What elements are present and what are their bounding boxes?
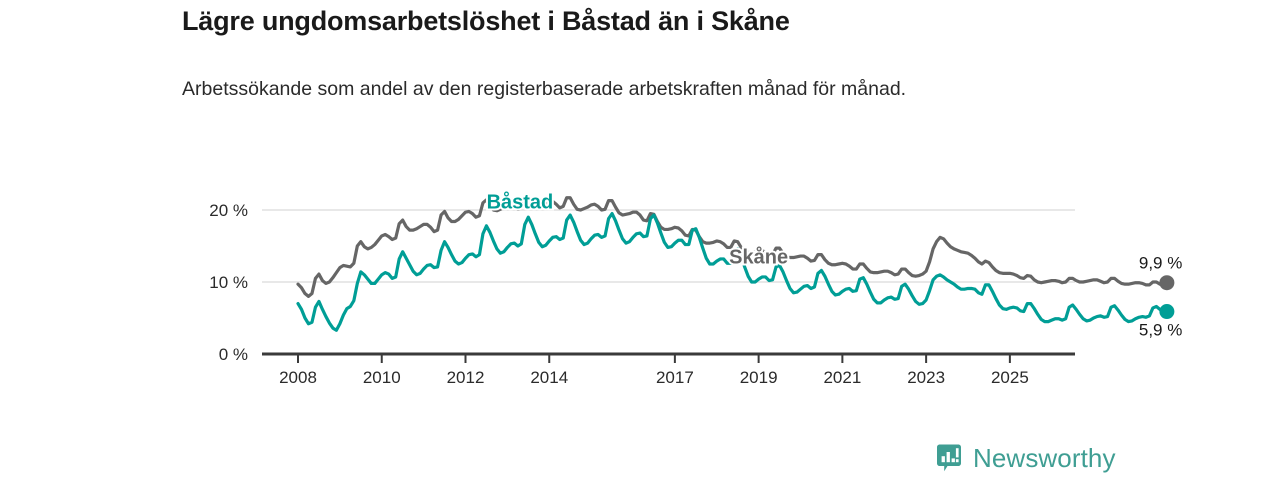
newsworthy-logo: Newsworthy xyxy=(934,443,1116,473)
x-axis-tick-label: 2019 xyxy=(740,368,778,387)
y-axis-tick-label: 20 % xyxy=(209,201,248,220)
x-axis-tick-label: 2008 xyxy=(279,368,317,387)
x-axis-tick-label: 2010 xyxy=(363,368,401,387)
series-label-bstad: Båstad xyxy=(487,191,554,214)
series-label-skne: Skåne xyxy=(729,245,788,268)
end-value-label-bastad: 5,9 % xyxy=(1139,321,1182,340)
series-line-bstad xyxy=(296,212,1169,332)
y-axis-tick-label: 0 % xyxy=(219,345,248,364)
series-line-skne xyxy=(296,194,1169,298)
newsworthy-bars-icon xyxy=(934,443,964,473)
series-end-dot-bstad xyxy=(1159,304,1175,320)
logo-text: Newsworthy xyxy=(973,443,1116,473)
x-axis-tick-label: 2023 xyxy=(907,368,945,387)
x-axis-tick-label: 2012 xyxy=(447,368,485,387)
end-value-label-skane: 9,9 % xyxy=(1139,254,1182,273)
y-axis-tick-label: 10 % xyxy=(209,273,248,292)
series-end-dot-skne xyxy=(1159,275,1175,291)
x-axis-tick-label: 2017 xyxy=(656,368,694,387)
chart-subtitle: Arbetssökande som andel av den registerb… xyxy=(182,78,907,100)
x-axis-tick-label: 2021 xyxy=(823,368,861,387)
page-title: Lägre ungdomsarbetslöshet i Båstad än i … xyxy=(182,6,790,36)
x-axis-tick-label: 2014 xyxy=(530,368,568,387)
x-axis-tick-label: 2025 xyxy=(991,368,1029,387)
